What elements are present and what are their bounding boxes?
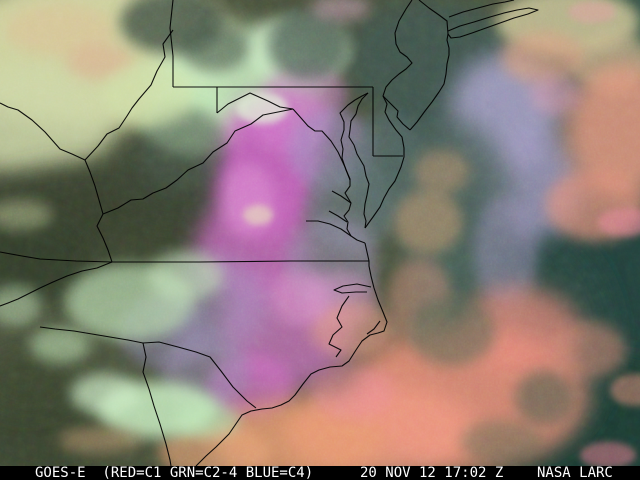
- border-tn-nc-border: [0, 261, 113, 307]
- border-md-wv-potomac-north: [216, 92, 294, 114]
- border-wv-ky-big-sandy: [84, 159, 104, 215]
- satellite-image-area: [0, 0, 640, 466]
- border-atlantic-coast: [195, 242, 388, 466]
- border-oh-pa-border: [169, 0, 174, 87]
- border-nj-atlantic-coast: [409, 33, 450, 131]
- border-delmarva-atlantic-coast: [364, 95, 405, 229]
- border-nc-sc-border: [39, 326, 257, 409]
- border-de-md-borders: [372, 87, 403, 157]
- grain-fine-overlay: [0, 0, 640, 466]
- border-wv-va-border: [102, 108, 294, 215]
- border-hatteras-banks: [366, 320, 381, 335]
- border-ky-va-border: [96, 213, 113, 263]
- caption-timestamp: 20 NOV 12 17:02 Z: [360, 465, 504, 480]
- satellite-image: [0, 0, 640, 466]
- border-albemarle-sound: [333, 283, 372, 294]
- border-james-river: [306, 220, 352, 237]
- caption-bar: GOES-E (RED=C1 GRN=C2-4 BLUE=C4) 20 NOV …: [0, 466, 640, 480]
- border-sc-ga-border: [142, 342, 172, 466]
- border-rappahannock-river: [331, 190, 352, 204]
- border-long-island: [447, 7, 539, 39]
- border-potomac-river: [292, 108, 351, 181]
- border-va-nc-border: [112, 260, 369, 263]
- border-chesapeake-east-shore: [348, 92, 370, 229]
- caption-credit: NASA LARC: [537, 465, 613, 480]
- border-ct-li-sound-shore: [448, 0, 515, 18]
- caption-product-label: GOES-E (RED=C1 GRN=C2-4 BLUE=C4): [35, 465, 314, 480]
- border-delaware-bay-nj-shore: [382, 95, 411, 131]
- border-chesapeake-west-shore: [339, 92, 369, 244]
- border-york-river: [328, 210, 348, 223]
- border-nj-pa-delaware-river: [382, 0, 413, 97]
- border-ohio-river: [0, 29, 174, 161]
- border-va-tn-ky-line: [0, 251, 113, 263]
- border-pamlico-neuse-estuaries: [328, 295, 350, 358]
- border-ny-nj-hudson: [418, 0, 449, 35]
